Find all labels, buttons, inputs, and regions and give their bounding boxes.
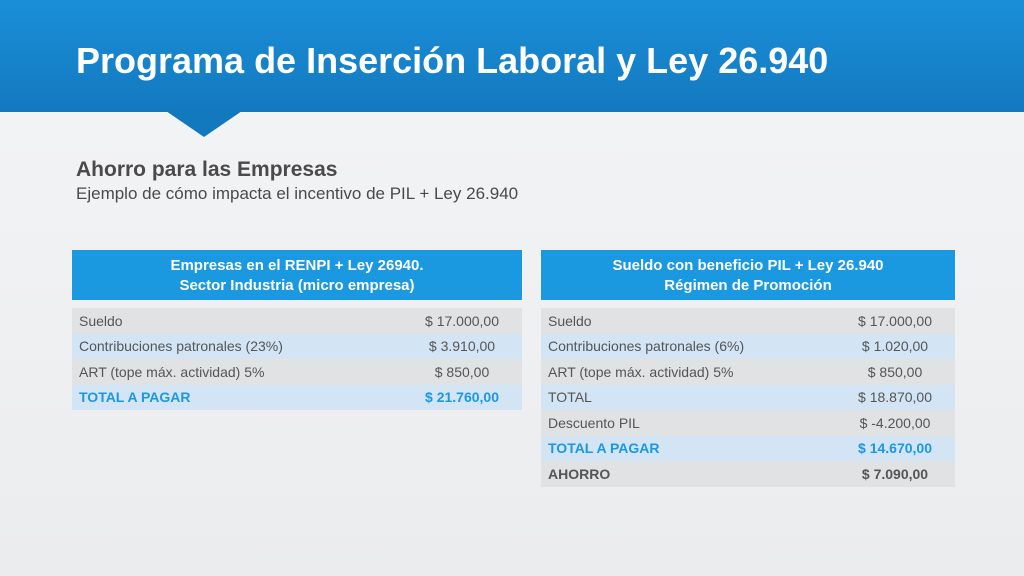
row-value: $ 1.020,00 (861, 338, 929, 355)
row-label: ART (tope máx. actividad) 5% (79, 363, 265, 380)
total-row: TOTAL A PAGAR $ 21.760,00 (72, 384, 522, 410)
row-value: $ 3.910,00 (428, 338, 496, 355)
renpi-header-line2: Sector Industria (micro empresa) (179, 277, 415, 294)
pil-table: Sueldo con beneficio PIL + Ley 26.940 Ré… (541, 250, 955, 487)
row-value: $ 7.090,00 (861, 465, 929, 482)
renpi-table-header: Empresas en el RENPI + Ley 26940. Sector… (72, 250, 522, 300)
pil-header-line2: Régimen de Promoción (664, 277, 832, 294)
title-banner: Programa de Inserción Laboral y Ley 26.9… (0, 0, 1024, 112)
savings-row: AHORRO $ 7.090,00 (541, 461, 955, 487)
table-row: ART (tope máx. actividad) 5% $ 850,00 (72, 359, 522, 385)
row-label: ART (tope máx. actividad) 5% (548, 363, 734, 380)
row-label: TOTAL A PAGAR (79, 389, 191, 406)
row-label: Contribuciones patronales (6%) (548, 338, 745, 355)
section-heading: Ahorro para las Empresas (76, 158, 338, 181)
total-row: TOTAL A PAGAR $ 14.670,00 (541, 435, 955, 461)
row-value: $ 850,00 (867, 363, 923, 380)
row-value: $ 14.670,00 (858, 440, 932, 457)
renpi-table: Empresas en el RENPI + Ley 26940. Sector… (72, 250, 522, 410)
row-label: Contribuciones patronales (23%) (79, 338, 283, 355)
row-value: $ 850,00 (434, 363, 490, 380)
page-title: Programa de Inserción Laboral y Ley 26.9… (76, 40, 829, 81)
pil-table-body: Sueldo $ 17.000,00 Contribuciones patron… (541, 308, 955, 487)
pil-header-line1: Sueldo con beneficio PIL + Ley 26.940 (612, 257, 884, 274)
row-value: $ 18.870,00 (858, 389, 932, 406)
table-row: Descuento PIL $ -4.200,00 (541, 410, 955, 436)
pil-table-header: Sueldo con beneficio PIL + Ley 26.940 Ré… (541, 250, 955, 300)
table-row: Contribuciones patronales (6%) $ 1.020,0… (541, 333, 955, 359)
section-subtitle: Ejemplo de cómo impacta el incentivo de … (76, 184, 519, 203)
row-label: Sueldo (548, 312, 592, 329)
banner-pointer (166, 111, 242, 137)
row-label: TOTAL (548, 389, 592, 406)
table-row: ART (tope máx. actividad) 5% $ 850,00 (541, 359, 955, 385)
row-value: $ 21.760,00 (425, 389, 499, 406)
renpi-table-body: Sueldo $ 17.000,00 Contribuciones patron… (72, 308, 522, 410)
row-label: TOTAL A PAGAR (548, 440, 660, 457)
row-label: AHORRO (548, 465, 611, 482)
table-row: Contribuciones patronales (23%) $ 3.910,… (72, 333, 522, 359)
row-value: $ -4.200,00 (859, 414, 931, 431)
table-row: Sueldo $ 17.000,00 (72, 308, 522, 334)
row-value: $ 17.000,00 (425, 312, 499, 329)
renpi-header-line1: Empresas en el RENPI + Ley 26940. (170, 257, 424, 274)
row-label: Sueldo (79, 312, 123, 329)
row-value: $ 17.000,00 (858, 312, 932, 329)
row-label: Descuento PIL (548, 414, 640, 431)
table-row: TOTAL $ 18.870,00 (541, 384, 955, 410)
table-row: Sueldo $ 17.000,00 (541, 308, 955, 334)
